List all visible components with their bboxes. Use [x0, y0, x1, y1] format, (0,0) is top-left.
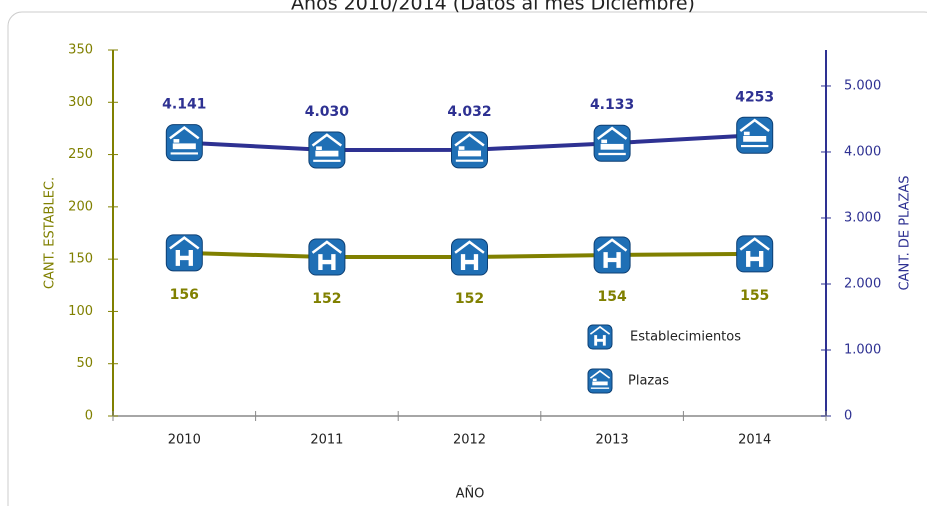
x-axis-label: AÑO [456, 486, 485, 502]
icon-bed [315, 150, 339, 157]
data-label: 155 [740, 288, 769, 304]
icon-h [175, 249, 193, 266]
icon-roof [596, 238, 628, 252]
icon-roof [311, 240, 343, 254]
bed-icon [165, 124, 203, 162]
hotel-icon [593, 236, 631, 274]
icon-bg [593, 124, 631, 162]
icon-roof [739, 118, 770, 132]
icon-bg [587, 324, 613, 350]
y2-tick-label: 4.000 [844, 144, 881, 159]
icon-roof [589, 325, 611, 335]
y-tick-label: 100 [68, 304, 93, 319]
data-label: 156 [170, 287, 199, 303]
y-tick-label: 350 [68, 43, 93, 58]
icon-roof [311, 133, 343, 147]
icon-roof [454, 133, 485, 147]
icon-bed [600, 143, 624, 150]
y2-tick-label: 0 [844, 409, 852, 424]
icon-pillow [458, 146, 465, 150]
y-tick-label: 50 [76, 356, 93, 371]
icon-bg [308, 238, 346, 276]
bed-icon [451, 131, 488, 169]
x-tick-label: 2014 [738, 433, 771, 448]
y-tick-label: 300 [68, 95, 93, 110]
icon-bed [172, 143, 196, 150]
icon-bg [165, 124, 203, 162]
icon-bg [736, 235, 774, 273]
y2-tick-label: 2.000 [844, 276, 881, 291]
icon-bg [451, 238, 488, 276]
legend-label: Establecimientos [630, 330, 741, 345]
icon-pillow [743, 131, 750, 136]
x-tick-label: 2011 [310, 433, 343, 448]
icon-bed [457, 150, 482, 157]
bed-icon [593, 124, 631, 162]
icon-h [460, 254, 479, 271]
bed-icon [736, 116, 774, 154]
y2-tick-label: 3.000 [844, 210, 881, 225]
icon-h [594, 335, 606, 346]
data-label: 4.141 [162, 97, 206, 113]
data-label: 152 [312, 291, 341, 307]
bed-icon [587, 368, 613, 394]
icon-bed [743, 135, 767, 142]
chart-title: Años 2010/2014 (Datos al mes Diciembre) [291, 0, 695, 15]
icon-h [746, 251, 764, 267]
data-label: 4.030 [305, 104, 350, 120]
icon-roof [596, 126, 628, 140]
y-tick-label: 0 [85, 409, 93, 424]
icon-roof [169, 236, 200, 250]
hotel-icon [451, 238, 488, 276]
chart-frame [7, 11, 927, 506]
icon-bg [587, 368, 613, 394]
bed-icon [308, 131, 346, 169]
icon-bg [451, 131, 488, 169]
x-tick-label: 2010 [168, 433, 201, 448]
icon-bg [308, 131, 346, 169]
icon-roof [739, 237, 770, 251]
y2-tick-label: 5.000 [844, 78, 881, 93]
icon-bg [736, 116, 774, 154]
hotel-icon [165, 234, 203, 272]
data-label: 152 [455, 291, 484, 307]
y2-axis-label: CANT. DE PLAZAS [898, 175, 913, 290]
data-label: 4.032 [447, 104, 491, 120]
icon-pillow [601, 139, 608, 144]
icon-bg [165, 234, 203, 272]
icon-h [318, 254, 336, 271]
icon-bed [592, 381, 608, 386]
data-label: 4.133 [590, 97, 634, 113]
icon-roof [169, 125, 200, 140]
y-axis-label: CANT. ESTABLEC. [43, 177, 58, 289]
y2-tick-label: 1.000 [844, 342, 881, 357]
y-tick-label: 200 [68, 199, 93, 214]
icon-pillow [592, 378, 597, 381]
icon-roof [454, 240, 485, 254]
icon-bg [593, 236, 631, 274]
hotel-icon [308, 238, 346, 276]
icon-h [603, 252, 621, 268]
x-tick-label: 2012 [453, 433, 486, 448]
icon-roof [589, 369, 611, 379]
data-label: 4253 [735, 89, 774, 105]
legend-label: Plazas [628, 374, 669, 389]
hotel-icon [587, 324, 613, 350]
icon-pillow [316, 146, 322, 150]
data-label: 154 [597, 289, 626, 305]
x-tick-label: 2013 [596, 433, 629, 448]
icon-pillow [173, 139, 180, 143]
y-tick-label: 250 [68, 147, 93, 162]
y-tick-label: 150 [68, 252, 93, 267]
hotel-icon [736, 235, 774, 273]
